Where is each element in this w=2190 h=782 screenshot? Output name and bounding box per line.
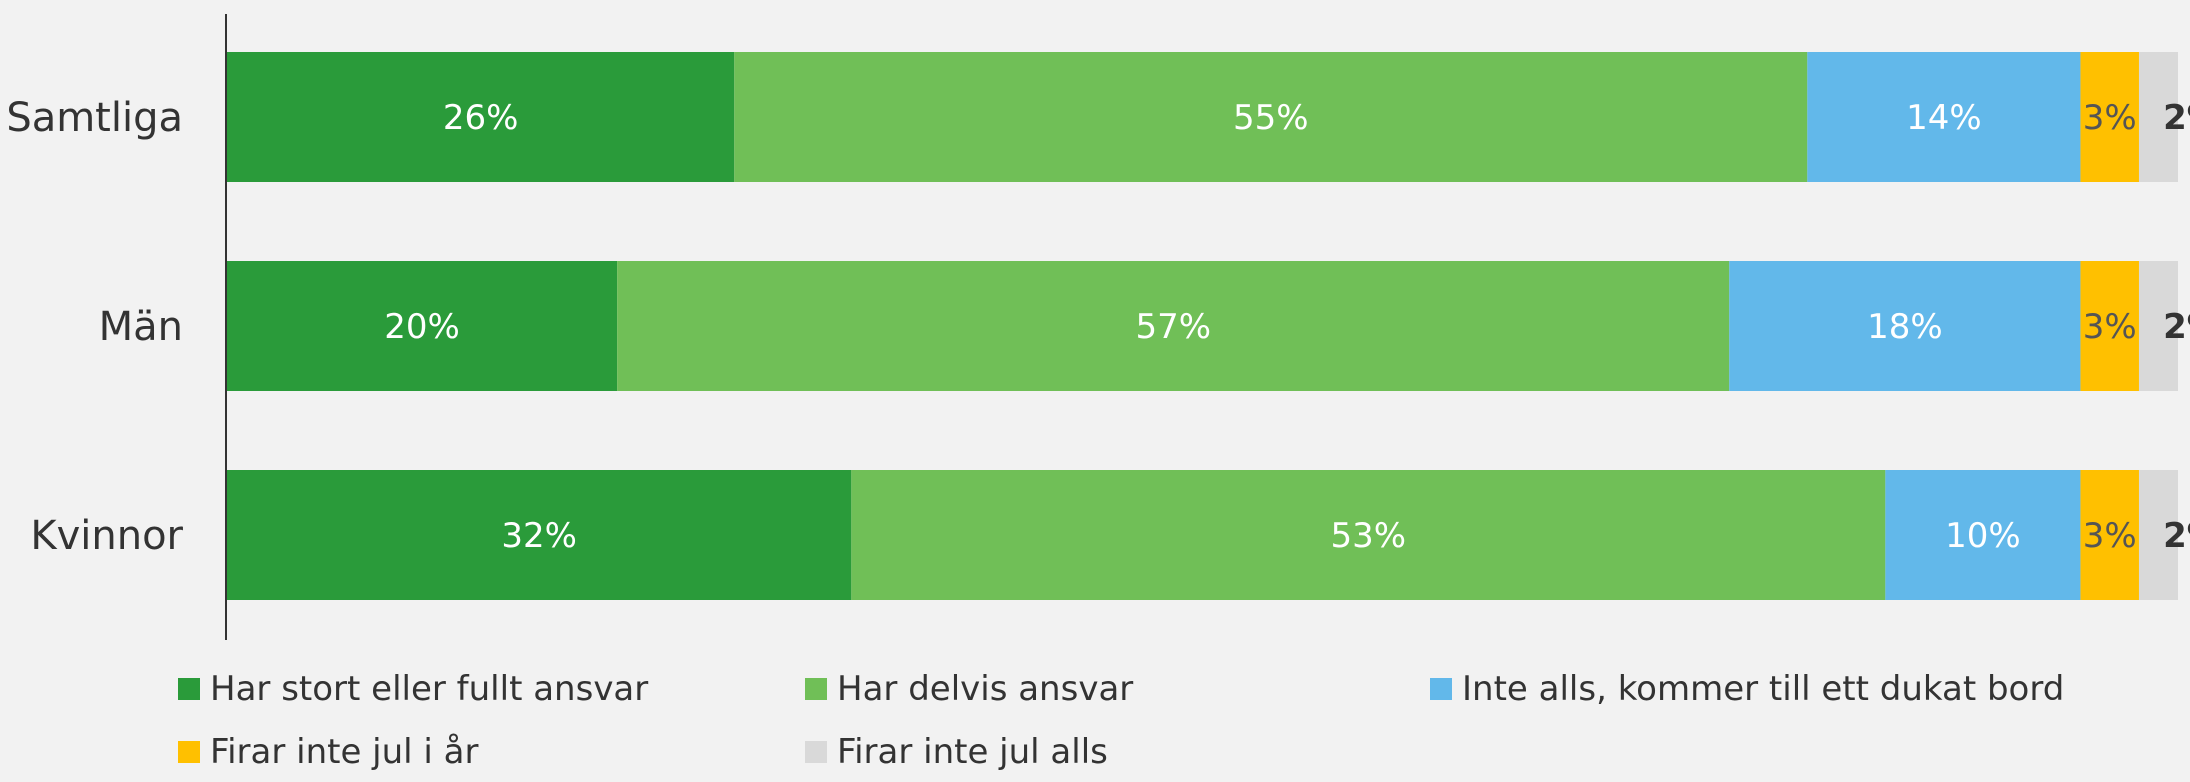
legend-label-4: Firar inte jul alls bbox=[837, 732, 1108, 772]
data-label-0-4: 2% bbox=[2163, 98, 2190, 138]
data-label-1-3: 3% bbox=[2083, 307, 2137, 347]
data-label-2-3: 3% bbox=[2083, 516, 2137, 556]
data-label-2-0: 32% bbox=[501, 516, 577, 556]
bar-segment-0-1 bbox=[734, 52, 1808, 182]
bar-segment-1-1 bbox=[617, 261, 1730, 391]
bar-segment-2-2 bbox=[1885, 470, 2081, 600]
bar-segment-2-1 bbox=[851, 470, 1886, 600]
category-label-1: Män bbox=[99, 304, 183, 350]
bar-segment-2-0 bbox=[227, 470, 852, 600]
data-label-0-1: 55% bbox=[1233, 98, 1309, 138]
category-label-2: Kvinnor bbox=[30, 513, 183, 559]
data-label-2-1: 53% bbox=[1331, 516, 1407, 556]
legend-swatch-0 bbox=[178, 678, 200, 700]
data-label-1-1: 57% bbox=[1135, 307, 1211, 347]
data-label-1-2: 18% bbox=[1867, 307, 1943, 347]
legend-label-0: Har stort eller fullt ansvar bbox=[210, 669, 648, 709]
data-label-0-0: 26% bbox=[443, 98, 519, 138]
legend-label-1: Har delvis ansvar bbox=[837, 669, 1133, 709]
bar-segment-2-4 bbox=[2138, 470, 2178, 600]
bar-segment-0-0 bbox=[227, 52, 735, 182]
bar-segment-0-4 bbox=[2138, 52, 2178, 182]
bar-segment-1-3 bbox=[2080, 261, 2139, 391]
bar-segment-1-0 bbox=[227, 261, 618, 391]
data-label-1-4: 2% bbox=[2163, 307, 2190, 347]
legend-swatch-3 bbox=[178, 741, 200, 763]
labels-layer: Samtliga 26% 55% 14% 3% 2% Män 20% 57% 18% 3% 2% Kvi… bbox=[6, 95, 2190, 559]
legend-swatch-2 bbox=[1430, 678, 1452, 700]
legend-swatch-4 bbox=[805, 741, 827, 763]
data-label-0-3: 3% bbox=[2083, 98, 2137, 138]
bars-layer bbox=[227, 52, 2178, 600]
bar-segment-0-2 bbox=[1807, 52, 2081, 182]
category-label-0: Samtliga bbox=[6, 95, 183, 141]
legend-label-3: Firar inte jul i år bbox=[210, 732, 479, 772]
data-label-2-2: 10% bbox=[1945, 516, 2021, 556]
bar-segment-1-2 bbox=[1729, 261, 2081, 391]
bar-segment-1-4 bbox=[2138, 261, 2178, 391]
legend: Har stort eller fullt ansvar Har delvis a… bbox=[178, 669, 2064, 772]
bar-segment-2-3 bbox=[2080, 470, 2139, 600]
data-label-1-0: 20% bbox=[384, 307, 460, 347]
data-label-0-2: 14% bbox=[1906, 98, 1982, 138]
data-label-2-4: 2% bbox=[2163, 516, 2190, 556]
bar-segment-0-3 bbox=[2080, 52, 2139, 182]
legend-label-2: Inte alls, kommer till ett dukat bord bbox=[1462, 669, 2064, 709]
legend-swatch-1 bbox=[805, 678, 827, 700]
